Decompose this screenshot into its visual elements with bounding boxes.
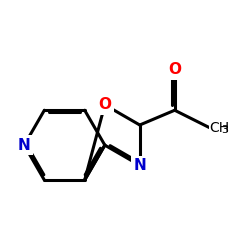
Text: O: O xyxy=(98,97,111,112)
Text: N: N xyxy=(18,138,30,153)
Text: O: O xyxy=(168,62,181,78)
Text: N: N xyxy=(134,158,146,173)
Text: CH: CH xyxy=(210,121,230,135)
Text: 3: 3 xyxy=(221,125,228,135)
